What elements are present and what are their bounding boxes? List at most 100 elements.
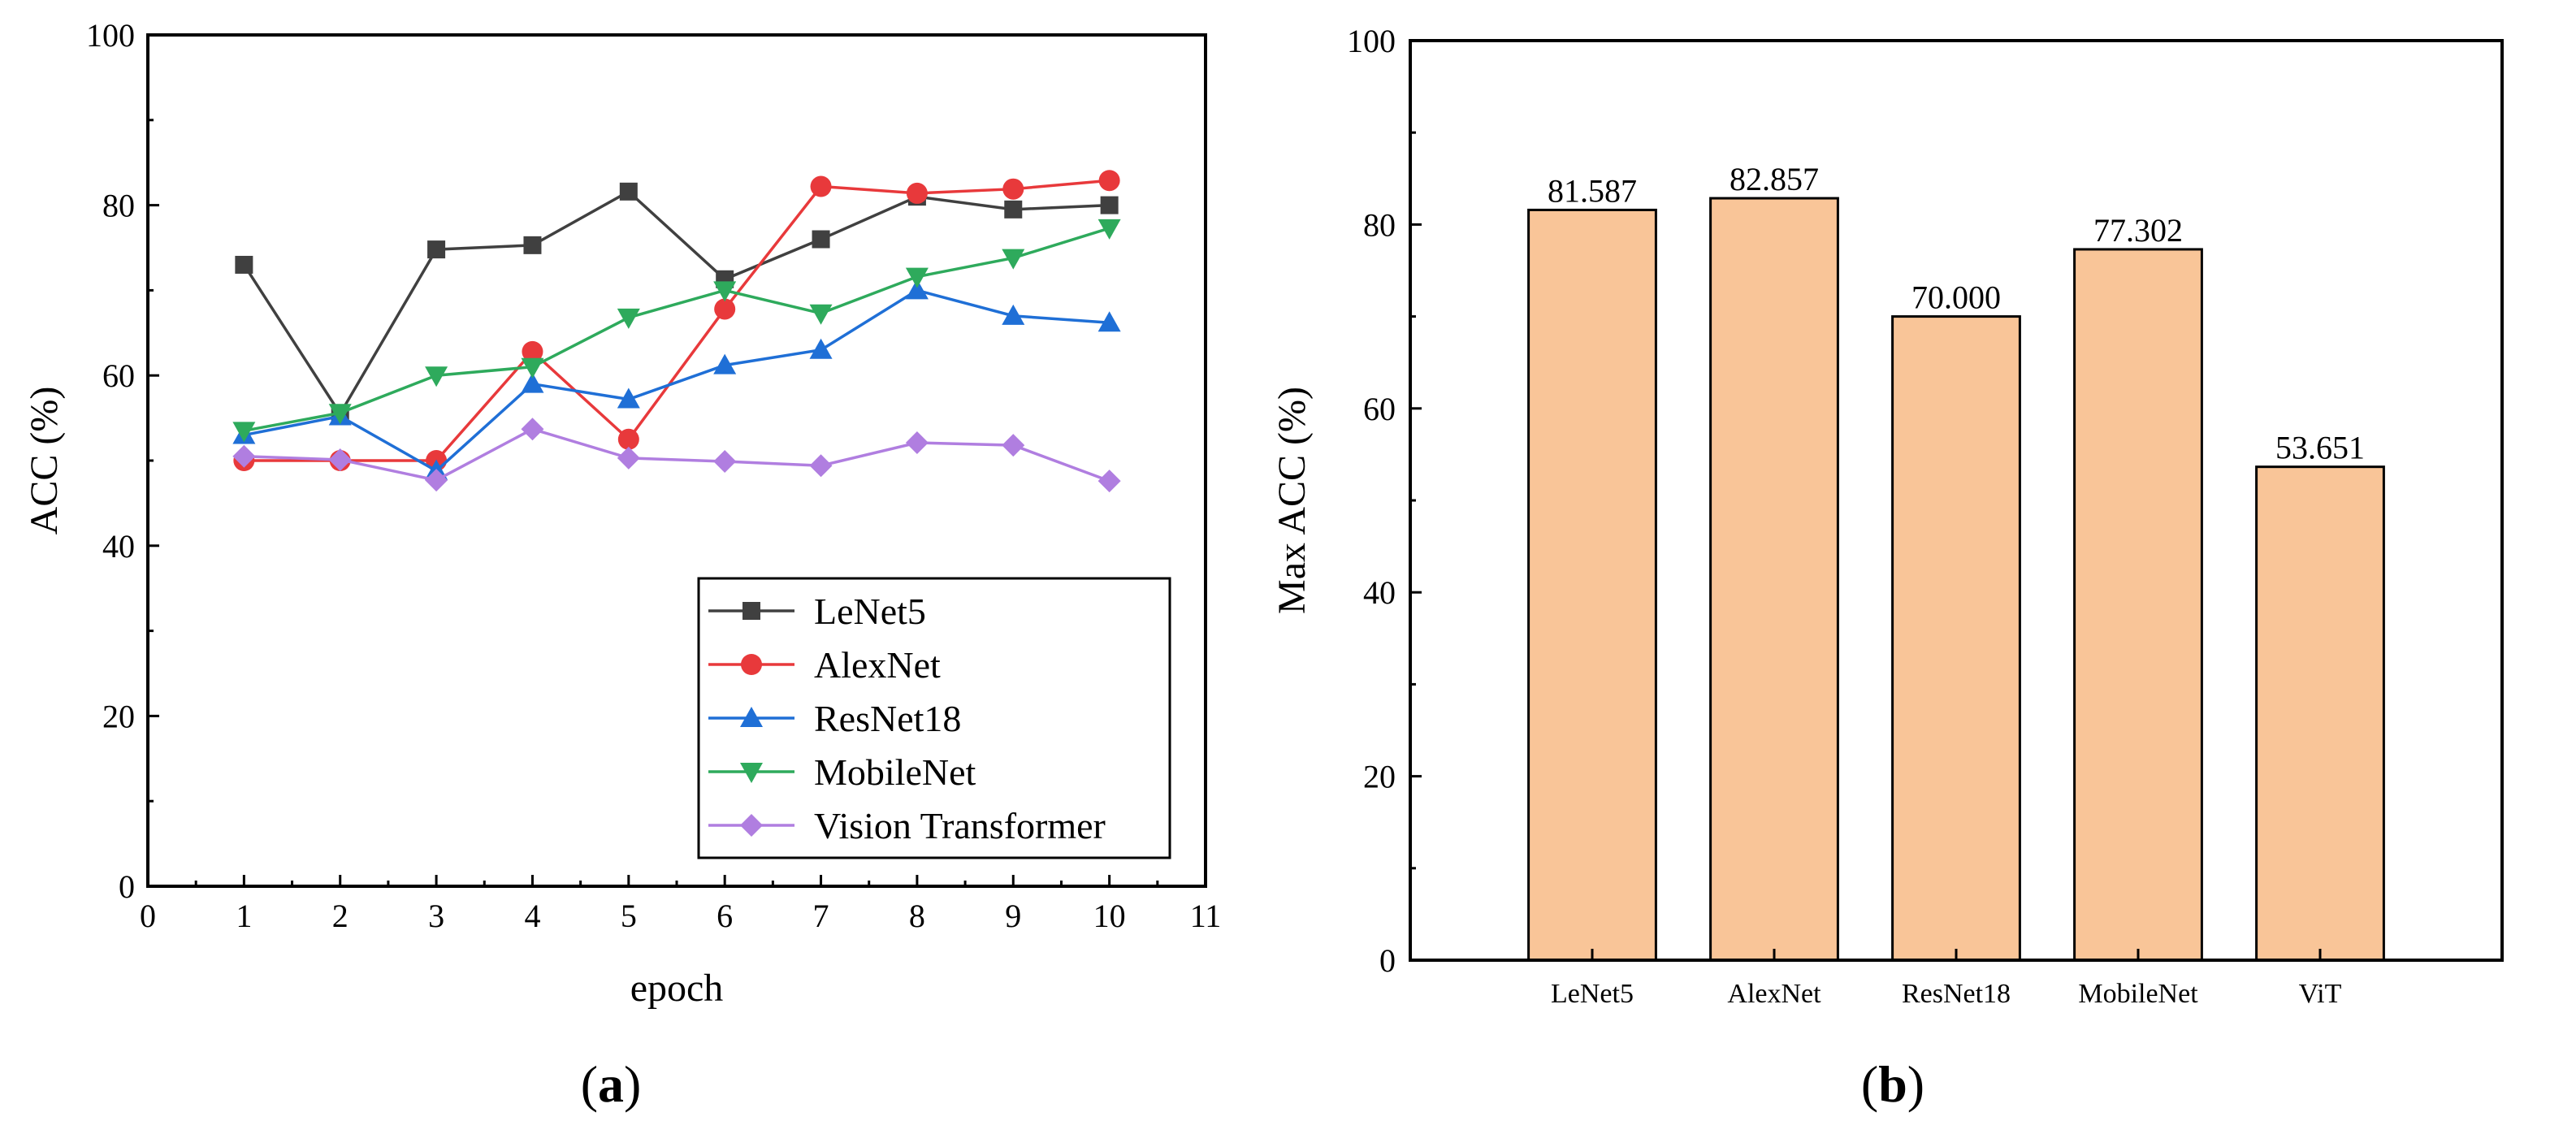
x-tick-label: 5 [621,898,637,934]
data-point-alexnet [714,298,736,320]
data-point-lenet5 [235,255,253,274]
legend-marker-alexnet [741,654,762,675]
x-tick-label: 7 [813,898,829,934]
data-point-mobilenet [905,267,929,288]
data-point-alexnet [1098,170,1120,192]
legend-label-mobilenet: MobileNet [814,751,976,793]
x-tick-label: 6 [717,898,733,934]
y-tick-label: 0 [119,868,135,905]
data-point-lenet5 [1004,200,1023,219]
line-chart-panel: 0 1 2 3 4 5 6 7 8 9 10 11 0 20 40 60 80 100 epoch ACC (%)… [23,17,1221,1113]
y-tick-label: 100 [1347,23,1396,59]
series-line-lenet5 [242,189,1110,417]
data-point-alexnet [617,428,639,450]
y-axis-title: Max ACC (%) [1271,387,1314,614]
data-point-lenet5 [812,230,830,249]
data-point-mobilenet [1098,219,1121,240]
data-point-mobilenet [232,422,256,443]
y-tick-label: 20 [102,698,135,734]
y-tick-label: 80 [102,188,135,224]
plot-frame [1409,39,2504,962]
bar-vit [2255,465,2385,962]
x-tick-label-resnet18: ResNet18 [1902,979,2011,1009]
x-tick-label: 8 [909,898,925,934]
data-point-resnet18 [1002,304,1025,325]
data-point-resnet18 [617,387,640,409]
data-point-vision-transformer [328,448,352,471]
data-point-resnet18 [713,353,737,374]
data-point-resnet18 [905,279,929,300]
data-point-vision-transformer [1002,434,1025,457]
x-tick-label: 11 [1190,898,1222,934]
legend-marker-mobilenet [740,763,763,783]
data-label-mobilenet: 77.302 [2093,212,2183,249]
data-point-mobilenet [1002,249,1025,270]
data-point-vision-transformer [617,446,640,470]
series-line-vision-transformer [244,427,1110,483]
x-tick-label-alexnet: AlexNet [1727,979,1821,1009]
data-point-mobilenet [425,366,448,387]
x-tick-label-vit: ViT [2299,979,2342,1009]
legend-label-resnet18: ResNet18 [814,698,961,739]
data-point-mobilenet [713,281,737,302]
y-tick-label: 40 [102,528,135,565]
x-tick-label-mobilenet: MobileNet [2078,979,2198,1009]
panel-label-b: (b) [1861,1055,1924,1113]
bar-resnet18 [1891,315,2021,962]
data-label-vit: 53.651 [2275,430,2365,466]
bar-chart-panel: 0 20 40 60 80 100 81.587 LeNet5 82.857 AlexNet 70… [1271,23,2504,1113]
data-label-resnet18: 70.000 [1911,279,2001,316]
y-tick-label: 60 [102,357,135,394]
y-tick-label: 60 [1363,391,1396,427]
x-tick-label: 2 [332,898,349,934]
x-tick-label: 4 [524,898,540,934]
data-point-resnet18 [1098,311,1121,332]
data-point-resnet18 [809,338,833,359]
x-tick-label: 1 [236,898,252,934]
data-point-vision-transformer [425,469,448,492]
data-point-mobilenet [521,357,544,379]
data-point-lenet5 [1100,196,1119,214]
data-point-vision-transformer [521,418,544,441]
y-tick-label: 100 [86,17,135,54]
bar-lenet5 [1527,208,1657,962]
x-tick-label: 0 [140,898,156,934]
data-point-vision-transformer [1098,470,1121,493]
data-point-vision-transformer [809,454,833,478]
y-tick-label: 20 [1363,759,1396,795]
data-point-mobilenet [617,308,640,329]
legend-marker-lenet5 [742,602,760,620]
data-point-alexnet [906,182,928,204]
legend-label-lenet5: LeNet5 [814,591,926,632]
series-line-resnet18 [244,288,1110,473]
plot-frame [146,33,1207,888]
bar-mobilenet [2073,248,2203,962]
data-point-alexnet [1002,178,1024,200]
x-tick-label: 9 [1005,898,1021,934]
data-point-vision-transformer [905,431,929,454]
x-tick-label: 3 [428,898,444,934]
data-point-mobilenet [328,404,352,425]
legend-label-alexnet: AlexNet [814,644,941,686]
data-label-alexnet: 82.857 [1730,161,1819,197]
data-point-lenet5 [619,182,638,201]
x-axis-title: epoch [630,967,724,1010]
x-tick-label: 10 [1093,898,1126,934]
data-point-vision-transformer [232,444,256,468]
legend-marker-vision-transformer [740,814,763,837]
legend-label-vision-transformer: Vision Transformer [814,805,1106,846]
y-tick-label: 40 [1363,574,1396,611]
x-tick-label-lenet5: LeNet5 [1551,979,1634,1009]
data-point-vision-transformer [713,450,737,474]
panel-label-a: (a) [581,1055,642,1113]
legend-marker-resnet18 [740,707,763,727]
data-label-lenet5: 81.587 [1548,172,1637,209]
y-tick-label: 0 [1379,942,1396,979]
series-line-alexnet [244,179,1110,462]
series-line-mobilenet [244,227,1110,433]
y-tick-label: 80 [1363,206,1396,243]
y-axis-title: ACC (%) [23,387,66,535]
data-point-lenet5 [427,240,446,259]
data-point-alexnet [522,340,543,362]
